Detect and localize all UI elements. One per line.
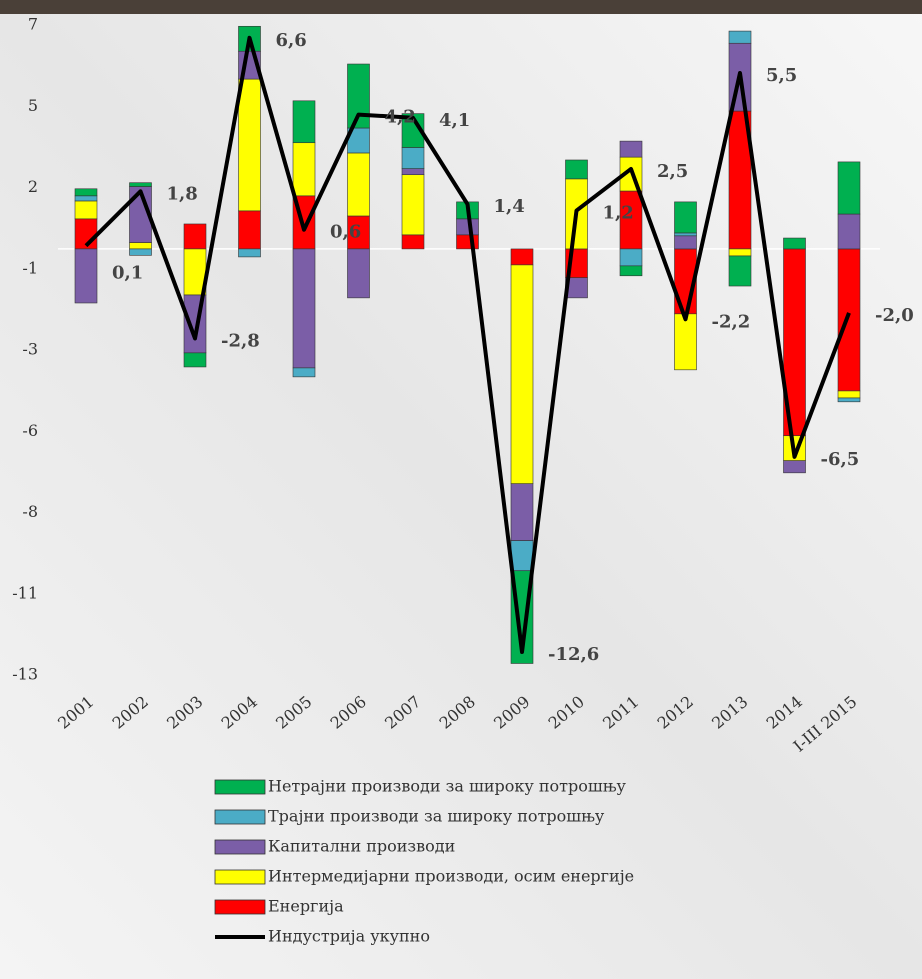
value-label: 4,2	[385, 107, 416, 128]
bar-segment	[510, 540, 534, 572]
bar-segment	[510, 483, 534, 541]
y-tick-label: -13	[12, 665, 38, 684]
bar-segment	[292, 367, 316, 378]
legend-label: Енергија	[268, 897, 344, 916]
value-label: -2,8	[221, 330, 260, 351]
bar-segment	[728, 30, 752, 44]
bar-segment	[510, 248, 534, 266]
bar-segment	[510, 264, 534, 485]
value-label: -6,5	[821, 449, 860, 470]
bar-segment	[347, 248, 370, 299]
bar-segment	[183, 352, 207, 368]
bar-segment	[674, 235, 697, 250]
y-tick-label: 7	[28, 15, 38, 34]
legend-label: Нетрајни производи за широку потрошњу	[268, 777, 627, 796]
value-label: 1,2	[603, 203, 634, 224]
bar-segment	[183, 223, 207, 250]
value-label: 0,6	[330, 222, 361, 243]
bar-segment	[619, 248, 643, 267]
bar-segment	[565, 159, 588, 180]
legend-label: Индустрија укупно	[268, 927, 430, 946]
bar-segment	[401, 174, 425, 236]
value-label: 5,5	[766, 65, 797, 86]
bar-segment	[837, 161, 861, 215]
legend-swatch	[214, 779, 266, 795]
bar-segment	[74, 200, 98, 220]
bar-segment	[347, 152, 370, 217]
bar-segment	[456, 234, 479, 250]
legend-swatch	[214, 809, 266, 825]
bar-segment	[401, 168, 425, 176]
legend-label: Интермедијарни производи, осим енергије	[268, 867, 634, 886]
bar-segment	[292, 142, 316, 197]
bar-segment	[129, 248, 152, 256]
legend-swatch	[214, 899, 266, 915]
bar-segment	[292, 248, 316, 369]
bar-segment	[292, 100, 316, 144]
bar-segment	[837, 397, 861, 403]
top-bar	[0, 0, 922, 14]
y-tick-label: -8	[22, 502, 38, 521]
bar-segment	[674, 313, 697, 371]
value-label: -2,0	[875, 305, 914, 326]
bar-segment	[837, 390, 861, 399]
bar-segment	[129, 242, 152, 250]
y-tick-label: -1	[22, 258, 38, 277]
bar-segment	[74, 195, 98, 202]
bar-segment	[837, 213, 861, 250]
bar-segment	[347, 63, 370, 129]
y-tick-label: -11	[12, 583, 38, 602]
bar-segment	[238, 78, 261, 212]
bar-segment	[129, 182, 152, 187]
bar-segment	[674, 232, 697, 237]
bar-segment	[619, 140, 643, 158]
legend-swatch	[214, 839, 266, 855]
value-label: 1,8	[167, 183, 198, 204]
bar-segment	[837, 248, 861, 392]
bar-segment	[401, 147, 425, 169]
value-label: 2,5	[657, 161, 688, 182]
value-label: 4,1	[439, 110, 470, 131]
y-tick-label: -3	[22, 340, 38, 359]
legend-swatch	[214, 869, 266, 885]
bar-segment	[74, 248, 98, 304]
y-tick-label: -6	[22, 421, 38, 440]
bar-segment	[401, 113, 425, 148]
bar-segment	[674, 201, 697, 234]
bar-segment	[238, 248, 261, 258]
value-label: -12,6	[548, 644, 599, 665]
total-line	[84, 35, 851, 654]
bar-segment	[456, 218, 479, 236]
bar-segment	[619, 265, 643, 277]
bar-segment	[728, 248, 752, 257]
bar-segment	[783, 460, 806, 474]
value-label: -2,2	[712, 311, 751, 332]
value-label: 6,6	[276, 30, 307, 51]
bar-segment	[728, 255, 752, 287]
bar-segment	[238, 210, 261, 250]
y-tick-label: 2	[28, 177, 38, 196]
legend-label: Капитални производи	[268, 837, 455, 856]
bar-segment	[401, 234, 425, 250]
y-tick-label: 5	[28, 96, 38, 115]
bar-segment	[74, 188, 98, 197]
value-label: 0,1	[112, 263, 143, 284]
legend-label: Трајни производи за широку потрошњу	[268, 807, 605, 826]
value-label: 1,4	[494, 196, 525, 217]
bar-segment	[783, 237, 806, 250]
